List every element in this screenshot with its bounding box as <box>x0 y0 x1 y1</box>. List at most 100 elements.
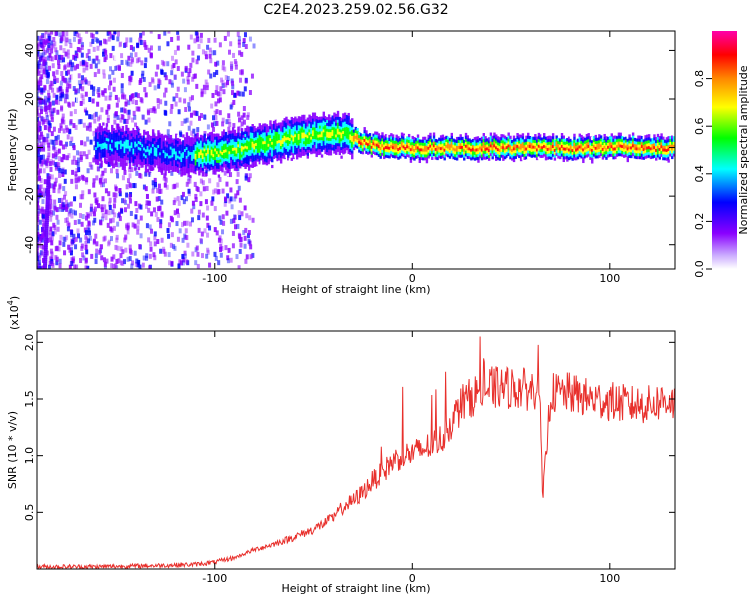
spectrogram-cell <box>466 149 469 154</box>
spectrogram-cell <box>272 138 276 142</box>
spectrogram-cell <box>617 147 621 151</box>
spectrogram-cell <box>116 135 119 139</box>
spectrogram-cell <box>452 144 455 148</box>
spectrogram-cell <box>475 154 478 158</box>
spectrogram-cell <box>167 166 171 171</box>
spectrogram-cell <box>166 153 169 157</box>
spectrogram-cell <box>166 158 169 163</box>
spectrogram-cell <box>527 144 530 148</box>
spectrogram-cell <box>535 151 539 155</box>
spectrogram-cell <box>503 156 507 160</box>
spectrogram-cell <box>189 221 193 227</box>
spectrogram-cell <box>88 114 92 120</box>
spectrogram-cell <box>182 160 185 164</box>
spectrogram-cell <box>159 160 162 165</box>
spectrogram-cell <box>272 155 276 159</box>
spectrogram-cell <box>215 142 219 146</box>
spectrogram-cell <box>128 173 132 179</box>
spectrogram-cell <box>111 45 115 51</box>
spectrogram-cell <box>125 158 129 164</box>
spectrogram-cell <box>94 111 98 117</box>
spectrogram-cell <box>189 137 192 141</box>
spectrogram-cell <box>213 188 217 194</box>
spectrogram-cell <box>116 132 119 136</box>
spectrogram-cell <box>342 139 345 143</box>
spectrogram-cell <box>205 143 208 148</box>
spectrogram-cell <box>246 151 249 156</box>
spectrogram-cell <box>123 141 126 145</box>
spectrogram-cell <box>274 134 278 138</box>
spectrogram-cell <box>311 115 315 119</box>
spectrogram-cell <box>141 31 145 36</box>
spectrogram-cell <box>162 138 166 142</box>
spectrogram-cell <box>571 140 574 144</box>
spectrogram-cell <box>234 224 238 230</box>
spectrogram-cell <box>221 145 224 150</box>
spectrogram-cell <box>223 143 226 148</box>
spectrogram-cell <box>416 140 420 144</box>
spectrogram-cell <box>49 139 53 145</box>
spectrogram-cell <box>242 140 246 144</box>
spectrogram-cell <box>228 49 232 55</box>
spectrogram-cell <box>196 164 199 168</box>
spectrogram-cell <box>119 154 123 158</box>
spectrogram-cell <box>503 153 507 157</box>
spectrogram-cell <box>288 129 292 133</box>
spectrogram-cell <box>528 153 532 157</box>
spectrogram-cell <box>502 146 505 150</box>
spectrogram-cell <box>327 114 331 118</box>
spectrogram-cell <box>233 161 237 165</box>
spectrogram-cell <box>400 132 404 136</box>
spectrogram-cell <box>295 124 299 128</box>
spectrogram-cell <box>95 132 98 136</box>
spectrogram-cell <box>338 125 342 129</box>
spectrogram-cell <box>331 123 334 128</box>
spectrogram-cell <box>124 247 128 253</box>
spectrogram-cell <box>105 134 109 138</box>
spectrogram-cell <box>114 135 118 139</box>
spectrogram-cell <box>153 231 157 237</box>
spectrogram-cell <box>295 153 299 157</box>
spectrogram-cell <box>283 138 286 142</box>
spectrogram-cell <box>399 140 402 145</box>
spectrogram-cell <box>192 149 196 154</box>
spectrogram-cell <box>407 151 411 155</box>
spectrogram-cell <box>267 158 270 162</box>
spectrogram-cell <box>184 66 188 72</box>
spectrogram-cell <box>228 168 231 172</box>
spectrogram-cell <box>288 131 292 136</box>
spectrogram-cell <box>175 136 178 140</box>
spectrogram-cell <box>100 140 103 144</box>
spectrogram-cell <box>200 253 204 259</box>
spectrogram-cell <box>464 150 468 154</box>
spectrogram-cell <box>534 148 537 152</box>
spectrogram-cell <box>186 76 190 82</box>
spectrogram-cell <box>233 150 237 154</box>
spectrogram-cell <box>119 143 123 147</box>
spectrogram-cell <box>244 130 247 135</box>
spectrogram-cell <box>221 117 225 123</box>
spectrogram-cell <box>548 150 551 154</box>
spectrogram-cell <box>92 46 96 52</box>
spectrogram-cell <box>54 246 58 252</box>
spectrogram-cell <box>61 113 65 119</box>
spectrogram-cell <box>299 142 302 147</box>
spectrogram-cell <box>317 151 320 156</box>
spectrogram-cell <box>475 136 478 140</box>
spectrogram-cell <box>496 147 500 152</box>
spectrogram-cell <box>384 137 388 141</box>
spectrogram-cell <box>585 151 589 155</box>
spectrogram-cell <box>114 65 118 71</box>
spectrogram-cell <box>251 147 254 151</box>
spectrogram-cell <box>148 146 151 150</box>
spectrogram-cell <box>342 145 345 149</box>
spectrogram-cell <box>327 120 331 124</box>
spectrogram-cell <box>276 131 279 135</box>
spectrogram-cell <box>425 160 429 164</box>
spectrogram-cell <box>58 32 62 38</box>
spectrogram-cell <box>196 55 200 61</box>
spectrogram-cell <box>311 118 315 122</box>
spectrogram-cell <box>278 125 281 129</box>
spectrogram-cell <box>495 154 498 159</box>
spectrogram-cell <box>395 146 398 150</box>
